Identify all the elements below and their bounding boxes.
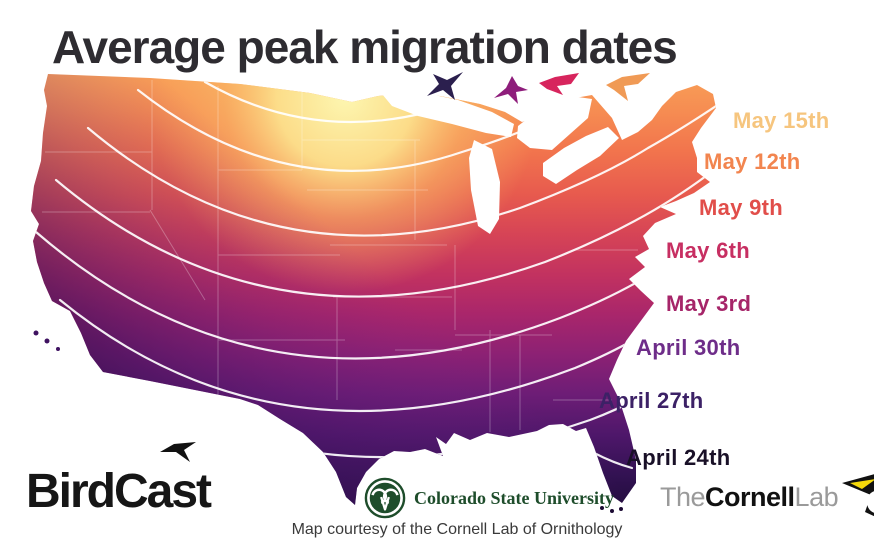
date-label-may-9: May 9th: [699, 195, 784, 220]
bird-silhouettes: [427, 72, 650, 104]
channel-islands: [33, 330, 60, 351]
csu-logo-text: Colorado State University: [414, 487, 614, 508]
date-label-april-30: April 30th: [636, 335, 741, 360]
date-label-april-27: April 27th: [599, 388, 704, 413]
bird-silhouette-2-icon: [494, 76, 528, 104]
cornell-name: Cornell: [705, 482, 795, 512]
cornell-lab-text: TheCornellLab: [660, 481, 839, 513]
date-label-may-12: May 12th: [704, 149, 801, 174]
date-label-may-15: May 15th: [733, 108, 830, 133]
birdcast-bird-icon: [160, 442, 196, 462]
contour-may-15: [203, 80, 430, 124]
cornell-lab-logo: TheCornellLab: [660, 474, 874, 519]
cornell-lab-word: Lab: [794, 482, 839, 512]
map-caption: Map courtesy of the Cornell Lab of Ornit…: [291, 521, 623, 538]
date-label-may-6: May 6th: [666, 238, 751, 263]
contour-may-6: [54, 174, 708, 298]
bird-silhouette-4-icon: [606, 73, 650, 101]
contour-may-12: [136, 88, 547, 172]
lake-huron: [517, 97, 592, 150]
csu-ram-icon: [364, 477, 406, 519]
date-label-may-3: May 3rd: [666, 291, 752, 316]
csu-logo: Colorado State University: [364, 477, 614, 519]
lake-erie-ontario: [543, 127, 619, 184]
cornell-the: The: [660, 482, 706, 512]
bird-silhouette-1-icon: [427, 72, 463, 100]
contour-may-9: [86, 104, 716, 237]
birdcast-logo: BirdCast: [26, 465, 212, 518]
lake-michigan: [469, 140, 500, 234]
great-lakes: [382, 92, 619, 234]
lake-superior: [382, 92, 514, 137]
date-label-april-24: April 24th: [626, 445, 731, 470]
cornell-sapsucker-icon: [842, 474, 874, 517]
florida-keys: [600, 506, 623, 513]
bird-silhouette-3-icon: [539, 73, 579, 95]
page-title: Average peak migration dates: [52, 21, 678, 73]
